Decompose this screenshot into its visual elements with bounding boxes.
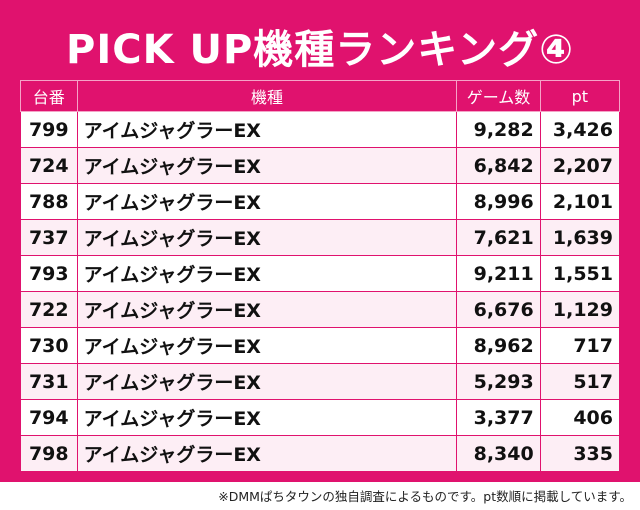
- cell-machine-no: 730: [20, 327, 78, 364]
- cell-machine-name: アイムジャグラーEX: [76, 435, 458, 472]
- cell-game-count: 3,377: [456, 399, 541, 436]
- table-row: 737 アイムジャグラーEX 7,621 1,639: [20, 219, 621, 256]
- cell-game-count: 5,293: [456, 363, 541, 400]
- cell-machine-name: アイムジャグラーEX: [76, 147, 458, 184]
- cell-machine-no: 794: [20, 399, 78, 436]
- cell-machine-name: アイムジャグラーEX: [76, 219, 458, 256]
- cell-game-count: 8,962: [456, 327, 541, 364]
- cell-machine-no: 793: [20, 255, 78, 292]
- cell-pt: 717: [539, 327, 621, 364]
- cell-machine-name: アイムジャグラーEX: [76, 111, 458, 148]
- cell-machine-no: 737: [20, 219, 78, 256]
- table-row: 730 アイムジャグラーEX 8,962 717: [20, 327, 621, 364]
- cell-machine-no: 722: [20, 291, 78, 328]
- cell-machine-no: 724: [20, 147, 78, 184]
- table-row: 798 アイムジャグラーEX 8,340 335: [20, 435, 621, 472]
- cell-pt: 406: [539, 399, 621, 436]
- cell-machine-no: 788: [20, 183, 78, 220]
- column-header-no: 台番: [20, 80, 78, 112]
- column-header-name: 機種: [76, 80, 458, 112]
- cell-machine-no: 799: [20, 111, 78, 148]
- cell-machine-no: 731: [20, 363, 78, 400]
- cell-game-count: 7,621: [456, 219, 541, 256]
- table-header-row: 台番 機種 ゲーム数 pt: [20, 80, 621, 112]
- page-title: PICK UP機種ランキング④: [66, 27, 574, 73]
- cell-machine-no: 798: [20, 435, 78, 472]
- cell-machine-name: アイムジャグラーEX: [76, 291, 458, 328]
- cell-pt: 335: [539, 435, 621, 472]
- cell-machine-name: アイムジャグラーEX: [76, 183, 458, 220]
- column-header-games: ゲーム数: [456, 80, 541, 112]
- cell-game-count: 9,282: [456, 111, 541, 148]
- table-row: 794 アイムジャグラーEX 3,377 406: [20, 399, 621, 436]
- cell-game-count: 9,211: [456, 255, 541, 292]
- ranking-table: 台番 機種 ゲーム数 pt 799 アイムジャグラーEX 9,282 3,426 724…: [20, 80, 621, 472]
- cell-game-count: 8,996: [456, 183, 541, 220]
- table-row: 799 アイムジャグラーEX 9,282 3,426: [20, 111, 621, 148]
- cell-game-count: 6,842: [456, 147, 541, 184]
- table-row: 722 アイムジャグラーEX 6,676 1,129: [20, 291, 621, 328]
- cell-pt: 1,551: [539, 255, 621, 292]
- footnote: ※DMMぱちタウンの独自調査によるものです。pt数順に掲載しています。: [218, 489, 632, 504]
- cell-pt: 3,426: [539, 111, 621, 148]
- cell-game-count: 8,340: [456, 435, 541, 472]
- cell-pt: 2,101: [539, 183, 621, 220]
- cell-machine-name: アイムジャグラーEX: [76, 399, 458, 436]
- table-row: 724 アイムジャグラーEX 6,842 2,207: [20, 147, 621, 184]
- cell-pt: 1,129: [539, 291, 621, 328]
- table-row: 793 アイムジャグラーEX 9,211 1,551: [20, 255, 621, 292]
- ranking-panel: PICK UP機種ランキング④ 台番 機種 ゲーム数 pt 799 アイムジャグラ…: [0, 0, 640, 482]
- cell-pt: 1,639: [539, 219, 621, 256]
- cell-machine-name: アイムジャグラーEX: [76, 327, 458, 364]
- table-row: 788 アイムジャグラーEX 8,996 2,101: [20, 183, 621, 220]
- cell-pt: 2,207: [539, 147, 621, 184]
- cell-pt: 517: [539, 363, 621, 400]
- cell-machine-name: アイムジャグラーEX: [76, 363, 458, 400]
- cell-machine-name: アイムジャグラーEX: [76, 255, 458, 292]
- column-header-pt: pt: [539, 80, 621, 112]
- table-row: 731 アイムジャグラーEX 5,293 517: [20, 363, 621, 400]
- cell-game-count: 6,676: [456, 291, 541, 328]
